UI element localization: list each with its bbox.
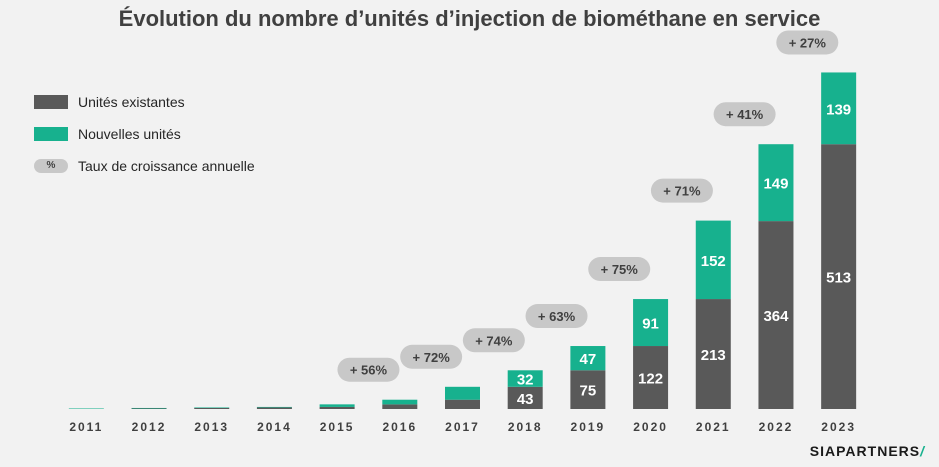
bar-new-2016 [382,399,418,405]
legend-item-existing: Unités existantes [34,86,255,118]
x-tick-2018: 2018 [508,420,543,434]
growth-pill-2019 [525,304,588,329]
growth-label-2017: + 72% [413,350,451,365]
x-tick-2014: 2014 [257,420,292,434]
growth-label-2019: + 63% [538,309,576,324]
bar-new-2022 [758,144,794,222]
bar-new-2017 [445,386,480,400]
x-tick-2017: 2017 [445,420,480,434]
legend: Unités existantes Nouvelles unités % Tau… [34,86,255,182]
x-tick-2015: 2015 [320,420,355,434]
bar-new-2012 [131,407,167,409]
bar-new-2021 [695,220,731,300]
legend-item-new: Nouvelles unités [34,118,255,150]
growth-pill-2018 [462,328,525,353]
bar-existing-2022 [758,221,794,409]
data-label-existing-2018: 43 [517,391,534,408]
x-tick-2019: 2019 [571,420,606,434]
bar-existing-2019 [570,370,606,409]
legend-label-new: Nouvelles unités [78,126,181,142]
growth-pill-2016 [337,357,400,382]
legend-swatch-existing [34,95,68,109]
data-label-new-2021: 152 [701,253,726,270]
legend-label-growth: Taux de croissance annuelle [78,158,255,174]
bar-new-2014 [256,406,292,408]
x-tick-2023: 2023 [821,420,856,434]
growth-label-2016: + 56% [350,363,388,378]
legend-item-growth: % Taux de croissance annuelle [34,150,255,182]
bar-new-2011 [68,408,104,409]
siapartners-logo: SIAPARTNERS/ [810,443,925,459]
growth-pill-2023 [776,30,839,55]
growth-pill-2017 [400,344,463,369]
bar-new-2020 [633,299,669,347]
bar-existing-2018 [507,386,543,409]
bar-new-2013 [194,407,230,408]
growth-pill-2020 [588,257,651,282]
growth-pill-2022 [713,102,776,127]
x-tick-2011: 2011 [69,420,103,434]
bar-existing-2023 [821,144,857,409]
legend-label-existing: Unités existantes [78,94,185,110]
legend-swatch-new [34,127,68,141]
bar-existing-2015 [319,406,355,409]
bar-new-2015 [319,404,355,407]
data-label-existing-2021: 213 [701,347,726,364]
data-label-new-2022: 149 [763,176,788,193]
x-tick-2012: 2012 [132,420,167,434]
bar-existing-2020 [633,346,669,409]
bar-existing-2013 [194,407,230,409]
data-label-new-2019: 47 [580,351,597,368]
growth-label-2022: + 41% [726,107,764,122]
data-label-existing-2023: 513 [826,270,851,287]
bar-existing-2021 [695,299,731,409]
data-label-new-2018: 32 [517,372,534,389]
data-label-existing-2020: 122 [638,371,663,388]
growth-pill-2021 [650,178,713,203]
data-label-existing-2019: 75 [580,383,597,400]
bar-new-2023 [821,72,857,145]
x-tick-2021: 2021 [696,420,731,434]
bar-new-2018 [507,370,543,387]
logo-text: SIAPARTNERS [809,443,921,459]
data-label-new-2020: 91 [642,316,659,333]
bar-new-2019 [570,346,606,371]
growth-label-2020: + 75% [601,262,639,277]
growth-label-2021: + 71% [663,184,701,199]
growth-label-2023: + 27% [789,35,827,50]
x-tick-2013: 2013 [194,420,229,434]
legend-swatch-growth: % [34,159,68,173]
logo-slash: / [920,443,925,459]
x-tick-2016: 2016 [382,420,417,434]
bar-existing-2016 [382,404,418,409]
bar-existing-2017 [445,399,480,409]
x-tick-2022: 2022 [759,420,794,434]
data-label-new-2023: 139 [826,101,851,118]
growth-label-2018: + 74% [475,333,513,348]
x-tick-2020: 2020 [633,420,668,434]
bar-existing-2014 [256,407,292,409]
bar-existing-2012 [131,408,167,409]
data-label-existing-2022: 364 [763,308,789,325]
chart-title: Évolution du nombre d’unités d’injection… [118,6,821,31]
